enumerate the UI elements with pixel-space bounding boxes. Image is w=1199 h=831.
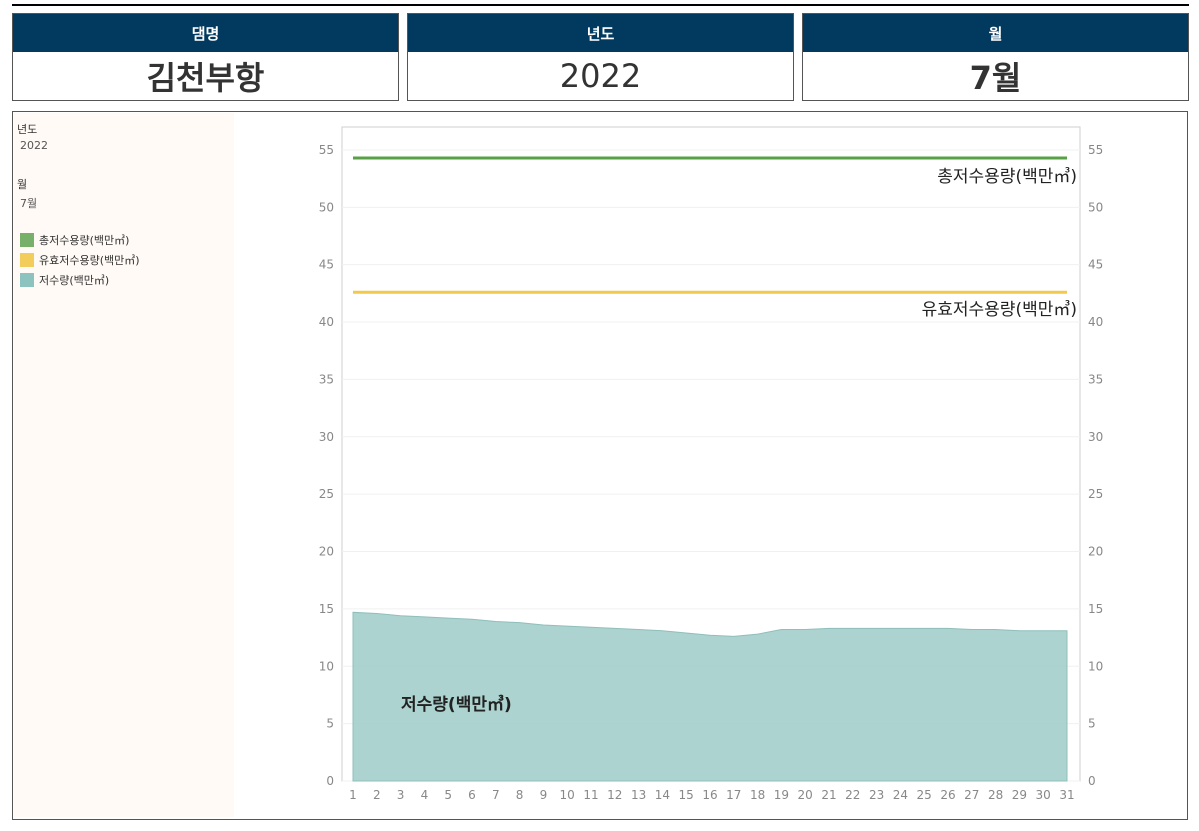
legend-swatch-total: [20, 233, 34, 247]
y-tick-label-right: 40: [1088, 315, 1103, 329]
x-tick-label: 16: [702, 788, 717, 802]
dam-card: 댐명 김천부항: [12, 13, 399, 101]
x-tick-label: 19: [774, 788, 789, 802]
x-tick-label: 17: [726, 788, 741, 802]
sidebar-year-value[interactable]: 2022: [20, 139, 48, 152]
x-tick-label: 23: [869, 788, 884, 802]
x-tick-label: 29: [1012, 788, 1027, 802]
y-tick-label-left: 40: [319, 315, 334, 329]
year-card: 년도 2022: [407, 13, 794, 101]
legend-item-storage[interactable]: 저수량(백만㎥): [20, 272, 109, 288]
month-card-header: 월: [803, 14, 1188, 52]
sidebar-month-label: 월: [17, 178, 28, 191]
x-tick-label: 22: [845, 788, 860, 802]
y-tick-label-left: 5: [326, 717, 334, 731]
y-tick-label-right: 20: [1088, 545, 1103, 559]
x-tick-label: 15: [679, 788, 694, 802]
x-tick-label: 26: [940, 788, 955, 802]
y-tick-label-left: 20: [319, 545, 334, 559]
filter-sidebar: 년도 2022 월 7월 총저수용량(백만㎥) 유효저수용량(백만㎥) 저수량(…: [14, 113, 234, 817]
x-tick-label: 21: [821, 788, 836, 802]
y-tick-label-left: 15: [319, 602, 334, 616]
y-tick-label-left: 30: [319, 430, 334, 444]
x-tick-label: 14: [655, 788, 670, 802]
x-tick-label: 24: [893, 788, 908, 802]
x-tick-label: 1: [349, 788, 357, 802]
legend-swatch-effective: [20, 253, 34, 267]
y-tick-label-right: 50: [1088, 200, 1103, 214]
y-tick-label-left: 55: [319, 143, 334, 157]
x-tick-label: 13: [631, 788, 646, 802]
y-tick-label-left: 10: [319, 659, 334, 673]
y-tick-label-right: 45: [1088, 258, 1103, 272]
x-tick-label: 20: [798, 788, 813, 802]
x-tick-label: 10: [560, 788, 575, 802]
x-tick-label: 7: [492, 788, 500, 802]
legend-item-effective[interactable]: 유효저수용량(백만㎥): [20, 252, 140, 268]
y-tick-label-left: 25: [319, 487, 334, 501]
legend-swatch-storage: [20, 273, 34, 287]
x-tick-label: 2: [373, 788, 381, 802]
series-label-storage: 저수량(백만㎥): [401, 694, 512, 715]
y-tick-label-right: 0: [1088, 774, 1096, 788]
legend-label-storage: 저수량(백만㎥): [39, 274, 110, 287]
dam-card-value: 김천부항: [146, 59, 265, 97]
y-tick-label-right: 55: [1088, 143, 1103, 157]
x-tick-label: 8: [516, 788, 524, 802]
year-card-header: 년도: [408, 14, 793, 52]
x-tick-label: 3: [397, 788, 405, 802]
x-tick-label: 4: [421, 788, 429, 802]
x-tick-label: 11: [583, 788, 598, 802]
x-tick-label: 30: [1036, 788, 1051, 802]
x-tick-label: 18: [750, 788, 765, 802]
x-tick-label: 27: [964, 788, 979, 802]
month-card: 월 7월: [802, 13, 1189, 101]
series-label-total: 총저수용량(백만㎥): [937, 167, 1077, 187]
y-tick-label-left: 0: [326, 774, 334, 788]
y-tick-label-right: 10: [1088, 659, 1103, 673]
x-tick-label: 9: [540, 788, 548, 802]
series-area-storage: [352, 611, 1068, 782]
legend-item-total[interactable]: 총저수용량(백만㎥): [20, 232, 129, 248]
x-tick-label: 6: [468, 788, 476, 802]
y-tick-label-right: 25: [1088, 487, 1103, 501]
x-tick-label: 5: [444, 788, 452, 802]
x-tick-label: 25: [917, 788, 932, 802]
y-tick-label-left: 35: [319, 372, 334, 386]
series-label-effective: 유효저수용량(백만㎥): [922, 300, 1077, 320]
legend-label-total: 총저수용량(백만㎥): [39, 234, 130, 247]
y-tick-label-right: 35: [1088, 372, 1103, 386]
x-tick-label: 31: [1059, 788, 1074, 802]
top-rule: [12, 4, 1189, 6]
sidebar-month-value[interactable]: 7월: [20, 197, 38, 210]
y-tick-label-right: 15: [1088, 602, 1103, 616]
y-tick-label-left: 50: [319, 200, 334, 214]
x-tick-label: 12: [607, 788, 622, 802]
y-tick-label-left: 45: [319, 258, 334, 272]
legend-label-effective: 유효저수용량(백만㎥): [39, 254, 140, 267]
chart-panel: 년도 2022 월 7월 총저수용량(백만㎥) 유효저수용량(백만㎥) 저수량(…: [12, 111, 1188, 820]
dam-card-header: 댐명: [13, 14, 398, 52]
month-card-value: 7월: [969, 59, 1022, 97]
sidebar-year-label: 년도: [17, 123, 38, 136]
year-card-value: 2022: [559, 57, 642, 95]
y-tick-label-right: 5: [1088, 717, 1096, 731]
y-tick-label-right: 30: [1088, 430, 1103, 444]
x-tick-label: 28: [988, 788, 1003, 802]
